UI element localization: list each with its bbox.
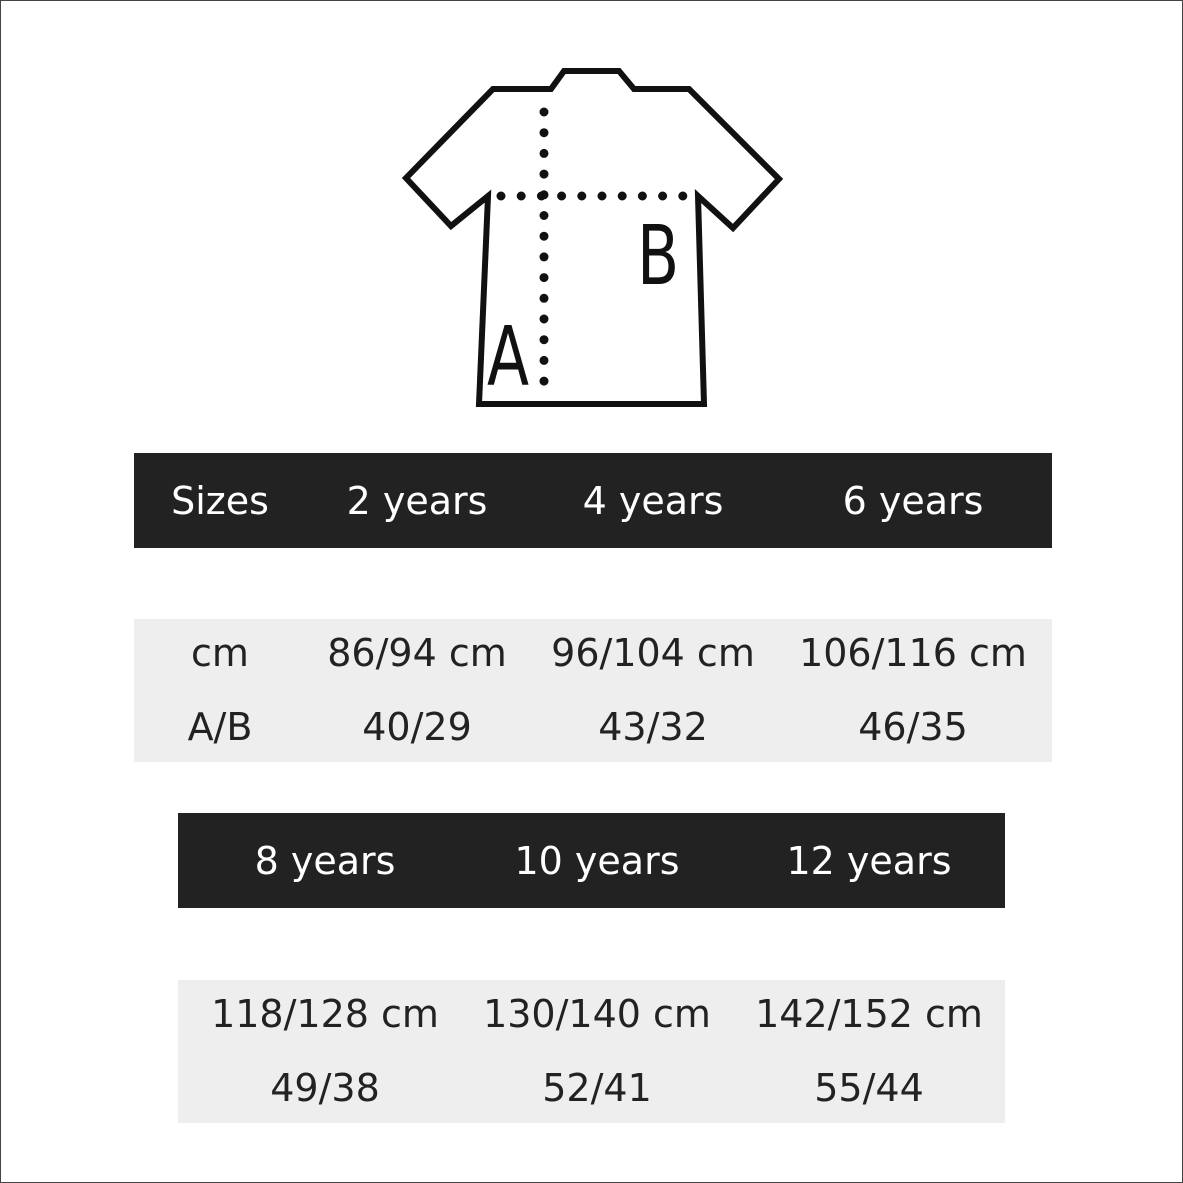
cm-4-years: 96/104 cm: [551, 631, 755, 675]
ab-12-years: 55/44: [814, 1066, 924, 1110]
label-a: A: [487, 310, 529, 405]
cm-10-years: 130/140 cm: [483, 992, 711, 1036]
ab-8-years: 49/38: [270, 1066, 380, 1110]
header-sizes: Sizes: [171, 478, 269, 523]
ab-10-years: 52/41: [542, 1066, 652, 1110]
header-2-years: 2 years: [346, 478, 488, 523]
table1-body: cm 86/94 cm 96/104 cm 106/116 cm A/B 40/…: [134, 619, 1052, 762]
ab-4-years: 43/32: [598, 705, 708, 749]
row-ab-label: A/B: [187, 705, 253, 749]
tshirt-outline: [401, 68, 784, 407]
row-cm-label: cm: [191, 631, 249, 675]
table2-body: 118/128 cm 130/140 cm 142/152 cm 49/38 5…: [178, 980, 1005, 1123]
header-4-years: 4 years: [582, 478, 724, 523]
tshirt-measurement-diagram: A B: [401, 68, 784, 407]
table2-header: 8 years 10 years 12 years: [178, 813, 1005, 908]
header-8-years: 8 years: [254, 838, 396, 883]
header-10-years: 10 years: [514, 838, 680, 883]
cm-6-years: 106/116 cm: [799, 631, 1027, 675]
label-b: B: [637, 209, 679, 304]
table1-header: Sizes 2 years 4 years 6 years: [134, 453, 1052, 548]
ab-6-years: 46/35: [858, 705, 968, 749]
cm-2-years: 86/94 cm: [327, 631, 507, 675]
cm-12-years: 142/152 cm: [755, 992, 983, 1036]
ab-2-years: 40/29: [362, 705, 472, 749]
header-6-years: 6 years: [842, 478, 984, 523]
header-12-years: 12 years: [786, 838, 952, 883]
cm-8-years: 118/128 cm: [211, 992, 439, 1036]
